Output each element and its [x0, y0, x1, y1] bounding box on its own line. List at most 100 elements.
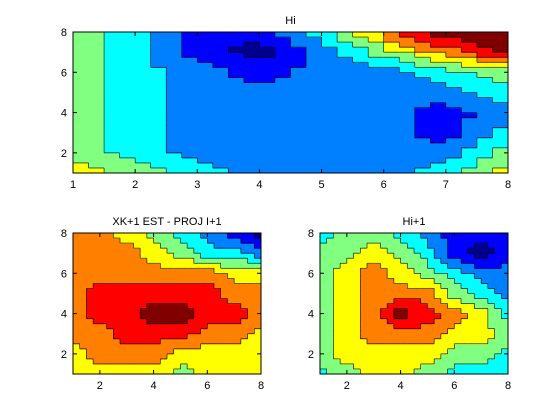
contour-cell — [461, 293, 469, 300]
contour-cell — [414, 323, 422, 330]
contour-cell — [367, 293, 375, 300]
contour-cell — [454, 288, 462, 295]
contour-cell — [135, 87, 152, 94]
contour-cell — [353, 328, 361, 335]
contour-cell — [399, 132, 416, 139]
contour-cell — [160, 273, 168, 279]
contour-cell — [467, 253, 476, 259]
contour-cell — [367, 318, 375, 325]
contour-cell — [153, 253, 161, 259]
contour-cell — [166, 62, 183, 68]
contour-cell — [212, 37, 229, 43]
contour-cell — [414, 273, 422, 279]
contour-cell — [387, 363, 395, 370]
contour-cell — [461, 338, 469, 345]
contour-cell — [88, 37, 105, 43]
contour-cell — [220, 253, 229, 259]
contour-cell — [93, 313, 101, 320]
contour-cell — [360, 258, 368, 264]
contour-cell — [414, 248, 422, 254]
contour-cell — [227, 363, 235, 370]
contour-cell — [383, 87, 400, 94]
contour-cell — [407, 353, 415, 360]
contour-cell — [126, 333, 135, 340]
contour-cell — [290, 102, 307, 109]
contour-cell — [501, 288, 508, 295]
contour-cell — [166, 107, 183, 114]
contour-cell — [383, 122, 400, 129]
contour-cell — [320, 273, 328, 279]
contour-cell — [200, 348, 208, 355]
contour-cell — [487, 278, 496, 284]
contour-cell — [434, 298, 442, 305]
contour-cell — [240, 318, 249, 325]
contour-cell — [353, 268, 361, 274]
contour-cell — [414, 238, 422, 244]
contour-cell — [146, 268, 155, 274]
contour-cell — [274, 92, 292, 99]
contour-cell — [254, 363, 261, 370]
contour-cell — [220, 323, 229, 330]
contour-cell — [420, 243, 429, 249]
contour-cell — [135, 157, 152, 164]
contour-cell — [243, 52, 261, 58]
contour-cell — [400, 298, 408, 305]
contour-cell — [135, 82, 152, 88]
contour-cell — [461, 77, 478, 83]
contour-cell — [180, 298, 188, 305]
contour-cell — [140, 313, 148, 320]
contour-cell — [234, 268, 242, 274]
contour-cell — [166, 162, 183, 169]
contour-cell — [106, 298, 114, 305]
contour-cell — [133, 273, 141, 279]
contour-cell — [234, 288, 242, 295]
contour-cell — [167, 308, 175, 315]
contour-cell — [173, 368, 182, 374]
contour-cell — [474, 273, 482, 279]
contour-cell — [240, 238, 249, 244]
contour-cell — [492, 147, 508, 154]
contour-cell — [86, 238, 94, 244]
contour-cell — [243, 132, 261, 139]
contour-cell — [113, 283, 121, 289]
contour-cell — [333, 358, 341, 365]
contour-cell — [492, 32, 508, 38]
contour-cell — [106, 353, 114, 360]
contour-cell — [274, 72, 292, 78]
contour-cell — [120, 363, 128, 370]
contour-cell — [113, 363, 121, 370]
contour-cell — [259, 167, 276, 173]
contour-cell — [434, 363, 442, 370]
contour-cell — [133, 243, 141, 249]
contour-cell — [352, 47, 369, 53]
contour-cell — [400, 248, 408, 254]
contour-cell — [207, 263, 215, 269]
contour-cell — [380, 263, 388, 269]
contour-cell — [104, 67, 121, 73]
contour-cell — [166, 122, 183, 129]
contour-cell — [393, 293, 402, 300]
contour-cell — [167, 318, 175, 325]
contour-cell — [494, 263, 502, 269]
contour-cell — [93, 233, 101, 239]
contour-cell — [113, 338, 121, 345]
contour-cell — [346, 358, 355, 365]
contour-cell — [494, 283, 502, 289]
contour-cell — [166, 52, 183, 58]
contour-cell — [346, 243, 355, 249]
contour-cell — [106, 273, 114, 279]
contour-cell — [360, 253, 368, 259]
contour-cell — [368, 82, 385, 88]
contour-cell — [321, 142, 338, 149]
contour-cell — [474, 288, 482, 295]
contour-cell — [420, 248, 429, 254]
contour-cell — [214, 353, 222, 360]
subplot-title: Hi — [285, 15, 295, 27]
contour-cell — [320, 323, 328, 330]
contour-cell — [212, 107, 229, 114]
contour-cell — [407, 333, 415, 340]
contour-cell — [427, 323, 435, 330]
contour-cell — [104, 127, 121, 134]
contour-cell — [461, 308, 469, 315]
contour-cell — [321, 52, 338, 58]
